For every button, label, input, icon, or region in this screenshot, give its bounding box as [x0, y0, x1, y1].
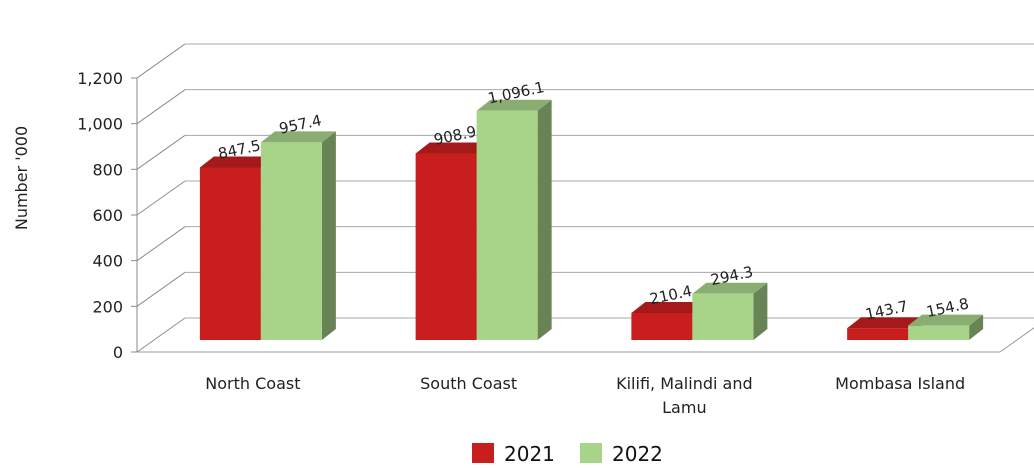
legend-swatch — [580, 443, 602, 463]
bar-top-face — [199, 156, 275, 168]
bar-top-face — [692, 282, 768, 294]
bar-front-face — [692, 293, 754, 340]
bars — [199, 99, 984, 340]
bar-2022-2 — [692, 282, 768, 340]
floor-right-edge — [999, 327, 1034, 353]
bar-front-face — [260, 142, 322, 340]
legend: 2021 2022 — [472, 442, 663, 466]
bar-front-face — [847, 328, 909, 340]
y-tick-label: 0 — [113, 343, 123, 362]
legend-item-2022: 2022 — [580, 442, 663, 466]
y-tick-label: 1,000 — [77, 115, 123, 134]
bar-side-face — [969, 314, 984, 340]
bar-top-face — [631, 301, 707, 313]
bar-front-face — [476, 110, 538, 340]
gridline-diagonal — [136, 271, 186, 307]
bar-front-face — [415, 153, 477, 340]
y-axis-title: Number '000 — [12, 126, 31, 230]
gridline-diagonal — [136, 226, 186, 262]
bar-side-face — [321, 131, 336, 340]
category-label-3: Mombasa Island — [835, 374, 965, 393]
y-tick-label: 200 — [92, 297, 123, 316]
bar-top-face — [415, 142, 491, 154]
gridline-diagonal — [136, 89, 186, 125]
bar-top-face — [847, 317, 923, 329]
y-tick-label: 400 — [92, 252, 123, 271]
y-tick-label: 800 — [92, 160, 123, 179]
category-label-0: North Coast — [205, 374, 300, 393]
bar-2022-0 — [260, 131, 336, 340]
category-label-2: Kilifi, Malindi and Lamu — [616, 374, 753, 417]
gridline-diagonal — [136, 134, 186, 170]
y-tick-label: 600 — [92, 206, 123, 225]
bar-top-face — [476, 99, 552, 111]
bar-2022-3 — [908, 314, 984, 340]
gridline-diagonal — [136, 180, 186, 216]
category-labels: North Coast South Coast Kilifi, Malindi an… — [205, 374, 965, 417]
legend-label: 2021 — [504, 442, 555, 466]
bar-front-face — [908, 325, 970, 340]
category-label-1: South Coast — [420, 374, 517, 393]
bar-front-face — [631, 312, 693, 340]
gridline-diagonal — [136, 317, 186, 353]
bar-2022-1 — [476, 99, 552, 340]
y-tick-labels: 0 200 400 600 800 1,000 1,200 — [77, 69, 123, 362]
legend-item-2021: 2021 — [472, 442, 555, 466]
legend-swatch — [472, 443, 494, 463]
bar-side-face — [537, 99, 552, 340]
bar-top-face — [260, 131, 336, 143]
bar-top-face — [908, 314, 984, 326]
y-tick-label: 1,200 — [77, 69, 123, 88]
legend-label: 2022 — [612, 442, 663, 466]
bar-front-face — [199, 167, 261, 340]
gridline-diagonal — [136, 43, 186, 79]
bar-side-face — [753, 282, 768, 340]
